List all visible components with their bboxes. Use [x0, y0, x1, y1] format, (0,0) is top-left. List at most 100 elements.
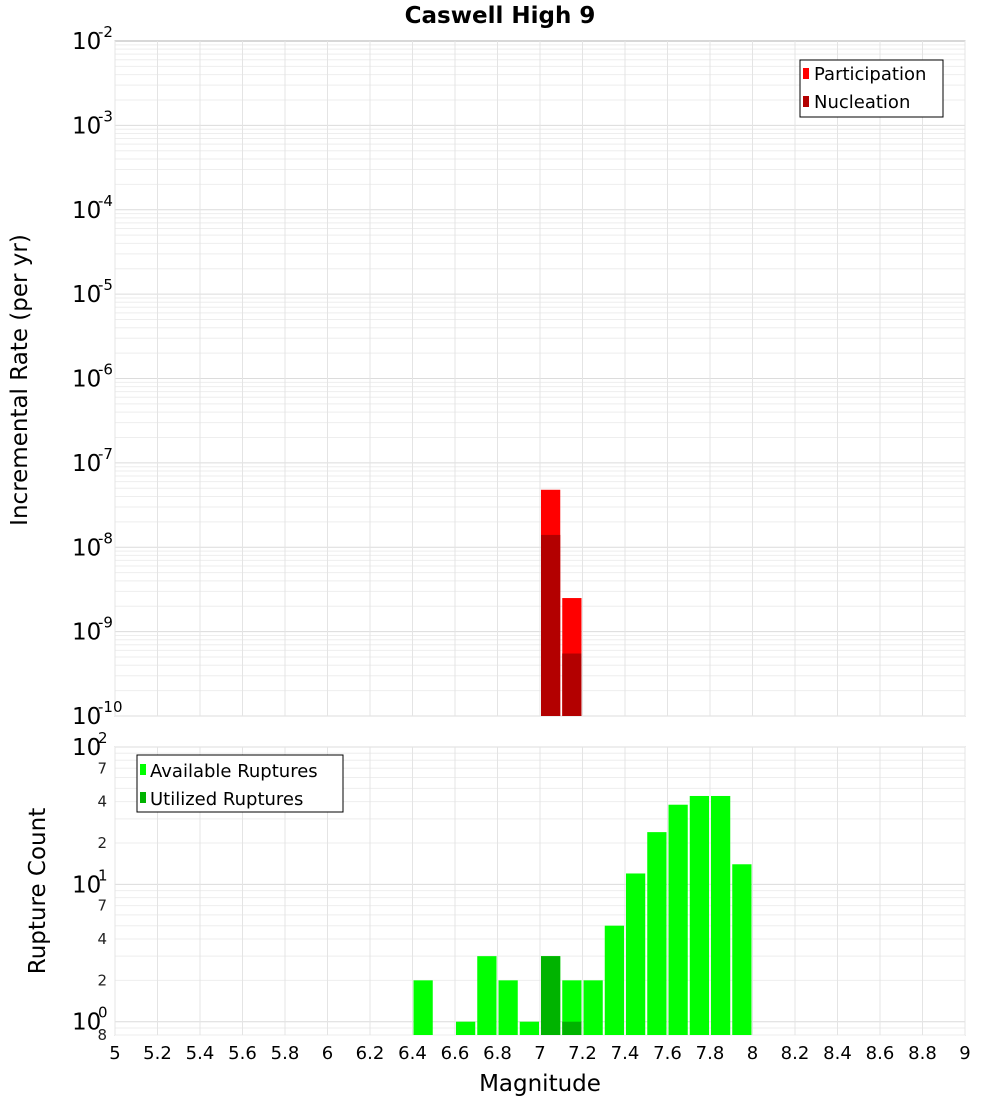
- rate-y-tick-base: 10: [72, 535, 101, 561]
- rate-y-tick: 10-10: [72, 698, 123, 730]
- rate-y-tick: 10-4: [72, 192, 113, 224]
- rate-legend-box: [799, 59, 944, 118]
- utilized-ruptures-bar: [562, 1021, 582, 1035]
- rate-y-tick: 10-3: [72, 107, 113, 139]
- count-y-tick-major: 101: [72, 866, 108, 898]
- count-y-tick-base: 10: [72, 872, 101, 898]
- rate-y-tick-base: 10: [72, 198, 101, 224]
- available-ruptures-bar: [519, 1021, 539, 1035]
- available-ruptures-bar: [498, 980, 518, 1035]
- magnitude-x-tick: 7.8: [696, 1043, 725, 1064]
- rate-y-tick-base: 10: [72, 620, 101, 646]
- rate-y-tick: 10-9: [72, 614, 113, 646]
- legend-label-participation: Participation: [814, 64, 926, 85]
- rate-legend: Participation Nucleation: [799, 59, 944, 118]
- available-ruptures-bar: [732, 864, 752, 1035]
- legend-label-nucleation: Nucleation: [814, 92, 910, 113]
- available-ruptures-bar: [689, 795, 709, 1035]
- count-y-tick-exp: 2: [98, 729, 108, 747]
- magnitude-x-tick: 8.2: [781, 1043, 810, 1064]
- available-ruptures-bar: [604, 925, 624, 1035]
- count-y-tick-minor: 2: [97, 971, 107, 989]
- count-y-tick-major: 102: [72, 729, 108, 761]
- magnitude-x-tick: 7.2: [568, 1043, 597, 1064]
- available-ruptures-bar: [647, 832, 667, 1035]
- available-ruptures-bar: [626, 873, 646, 1035]
- rate-gridlines: [114, 41, 966, 717]
- magnitude-x-tick: 6.4: [398, 1043, 427, 1064]
- nucleation-bar: [562, 653, 582, 716]
- rate-y-tick-exp: -7: [98, 445, 113, 463]
- count-y-tick-minor: 4: [97, 930, 107, 948]
- count-legend: Available Ruptures Utilized Ruptures: [136, 754, 344, 813]
- count-y-tick-base: 10: [72, 1010, 101, 1036]
- available-ruptures-bar: [583, 980, 603, 1035]
- magnitude-x-ticks: 5 5.2 5.4 5.6 5.8 6 6.2 6.4 6.6 6.8 7 7.2 7.4 7.6 7.8 8…: [109, 1043, 970, 1064]
- magnitude-x-tick: 7: [534, 1043, 545, 1064]
- rate-y-tick-exp: -2: [98, 23, 113, 41]
- rate-y-tick-exp: -6: [98, 361, 113, 379]
- magnitude-x-tick: 6.6: [441, 1043, 470, 1064]
- count-y-tick-base: 10: [72, 735, 101, 761]
- count-y-tick-exp: 0: [98, 1004, 108, 1022]
- legend-label-utilized: Utilized Ruptures: [150, 789, 303, 810]
- magnitude-x-tick: 7.4: [611, 1043, 640, 1064]
- legend-swatch-available: [140, 764, 146, 775]
- magnitude-x-tick: 7.6: [653, 1043, 682, 1064]
- rate-y-tick-exp: -8: [98, 529, 113, 547]
- nucleation-bar: [541, 534, 561, 716]
- magnitude-x-axis-label: Magnitude: [479, 1071, 601, 1097]
- count-y-tick-minor: 7: [97, 897, 107, 915]
- magnitude-x-tick: 6: [322, 1043, 333, 1064]
- rate-bars: [541, 489, 582, 716]
- count-y-axis-label: Rupture Count: [25, 808, 51, 974]
- utilized-ruptures-bar: [541, 956, 561, 1035]
- rate-y-tick-exp: -4: [98, 192, 113, 210]
- count-y-tick-exp: 1: [98, 866, 108, 884]
- magnitude-x-tick: 8: [747, 1043, 758, 1064]
- rate-y-ticks: 10-210-310-410-510-610-710-810-910-10: [72, 23, 123, 730]
- rate-y-tick: 10-5: [72, 276, 113, 308]
- magnitude-x-tick: 8.6: [866, 1043, 895, 1064]
- count-y-tick-minor: 4: [97, 793, 107, 811]
- rate-y-tick-base: 10: [72, 29, 101, 55]
- count-y-tick-major: 100: [72, 1004, 108, 1036]
- count-bars: [413, 795, 752, 1035]
- rate-y-tick: 10-8: [72, 529, 113, 561]
- rate-y-tick: 10-2: [72, 23, 113, 55]
- legend-swatch-utilized: [140, 792, 146, 803]
- magnitude-x-tick: 8.8: [908, 1043, 937, 1064]
- magnitude-x-tick: 6.8: [483, 1043, 512, 1064]
- magnitude-x-tick: 9: [959, 1043, 970, 1064]
- count-y-tick-minor: 8: [97, 1026, 107, 1044]
- count-y-tick-minor: 2: [97, 834, 107, 852]
- available-ruptures-bar: [562, 980, 582, 1035]
- rate-y-tick-exp: -10: [98, 698, 123, 716]
- count-legend-box: [136, 754, 344, 813]
- magnitude-x-tick: 5.6: [228, 1043, 257, 1064]
- rate-y-tick-base: 10: [72, 367, 101, 393]
- magnitude-x-tick: 5.4: [186, 1043, 215, 1064]
- available-ruptures-bar: [668, 804, 688, 1035]
- magnitude-x-tick: 6.2: [356, 1043, 385, 1064]
- available-ruptures-bar: [456, 1021, 476, 1035]
- rate-y-tick-base: 10: [72, 704, 101, 730]
- rate-y-tick-base: 10: [72, 113, 101, 139]
- magnitude-x-tick: 5.2: [143, 1043, 172, 1064]
- chart-title: Caswell High 9: [405, 3, 596, 29]
- magnitude-x-tick: 5.8: [271, 1043, 300, 1064]
- available-ruptures-bar: [477, 956, 497, 1035]
- legend-swatch-participation: [803, 68, 809, 79]
- rate-y-tick-exp: -5: [98, 276, 113, 294]
- count-y-tick-minor: 7: [97, 759, 107, 777]
- magnitude-x-tick: 5: [109, 1043, 120, 1064]
- available-ruptures-bar: [413, 980, 433, 1035]
- rate-panel: 10-210-310-410-510-610-710-810-910-10 In…: [7, 23, 966, 730]
- rate-y-tick-exp: -3: [98, 107, 113, 125]
- rate-y-tick-base: 10: [72, 282, 101, 308]
- available-ruptures-bar: [711, 795, 731, 1035]
- legend-label-available: Available Ruptures: [150, 761, 318, 782]
